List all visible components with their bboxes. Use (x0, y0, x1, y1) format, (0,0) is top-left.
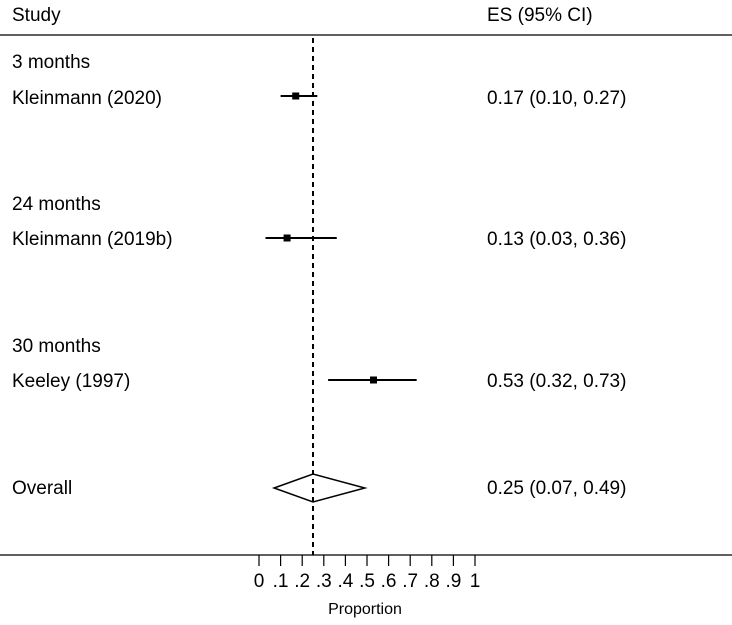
overall-diamond (271, 473, 368, 503)
x-axis-ticks: 0 .1.2 .3.4 .5 .6.7 .8.9 1 (254, 555, 481, 592)
header-es: ES (95% CI) (487, 5, 593, 26)
point-keeley-1997 (369, 376, 377, 384)
x-tick-label: .8 (424, 571, 440, 592)
point-kleinmann-2020 (292, 92, 300, 100)
es-text-kleinmann-2020: 0.17 (0.10, 0.27) (487, 88, 626, 109)
x-tick-label: .7 (402, 571, 418, 592)
x-tick-label: .6 (381, 571, 397, 592)
es-text-kleinmann-2019b: 0.13 (0.03, 0.36) (487, 229, 626, 250)
x-tick-label: .5 (359, 571, 375, 592)
group-label-3-months: 3 months (12, 52, 90, 73)
x-tick-label: .4 (337, 571, 353, 592)
group-label-30-months: 30 months (12, 336, 101, 357)
x-tick-label: 0 (254, 571, 265, 592)
x-tick-label: .3 (316, 571, 332, 592)
study-label-kleinmann-2020: Kleinmann (2020) (12, 88, 162, 109)
x-tick-label: .9 (445, 571, 461, 592)
group-label-24-months: 24 months (12, 194, 101, 215)
header-study: Study (12, 5, 61, 26)
es-text-keeley-1997: 0.53 (0.32, 0.73) (487, 371, 626, 392)
overall-es-text: 0.25 (0.07, 0.49) (487, 478, 626, 499)
x-tick-label: .1 (273, 571, 289, 592)
overall-label: Overall (12, 478, 72, 499)
x-axis-title: Proportion (328, 601, 402, 618)
study-label-kleinmann-2019b: Kleinmann (2019b) (12, 229, 173, 250)
x-tick-label: 1 (470, 571, 481, 592)
point-kleinmann-2019b (283, 234, 291, 242)
study-label-keeley-1997: Keeley (1997) (12, 371, 130, 392)
x-tick-label: .2 (294, 571, 310, 592)
